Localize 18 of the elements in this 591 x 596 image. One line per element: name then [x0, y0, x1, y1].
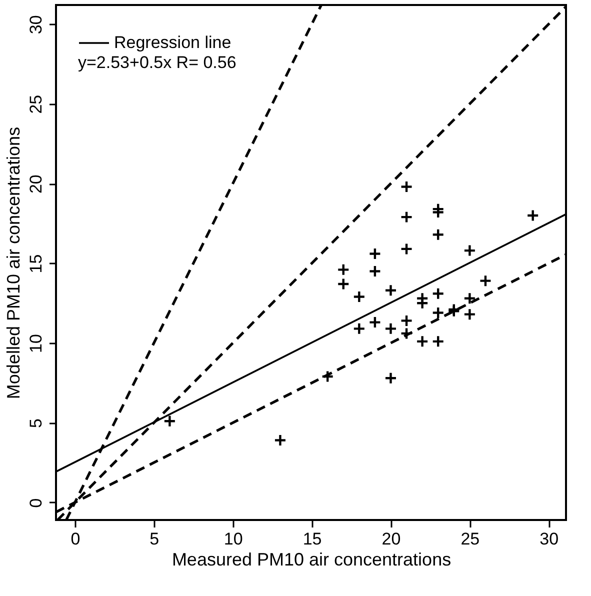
x-tick-label: 0: [70, 530, 80, 548]
y-tick-label: 5: [26, 418, 46, 428]
legend-label: Regression line: [114, 33, 232, 52]
y-tick-label: 25: [26, 94, 46, 114]
y-tick-label: 30: [26, 15, 46, 34]
x-tick-label: 5: [150, 530, 160, 548]
x-tick-label: 20: [382, 530, 401, 548]
x-axis-title: Measured PM10 air concentrations: [172, 550, 452, 570]
y-tick-label: 20: [26, 174, 46, 194]
x-tick-label: 30: [540, 530, 559, 548]
y-tick-label: 0: [26, 498, 46, 508]
y-tick-label: 10: [26, 334, 46, 353]
x-tick-label: 25: [460, 530, 480, 548]
annotation: y=2.53+0.5x R= 0.56: [78, 53, 236, 72]
y-axis-title: Modelled PM10 air concentrations: [4, 126, 24, 400]
x-tick-label: 15: [302, 530, 322, 548]
y-tick-label: 15: [26, 254, 46, 274]
x-tick-label: 10: [224, 530, 243, 548]
